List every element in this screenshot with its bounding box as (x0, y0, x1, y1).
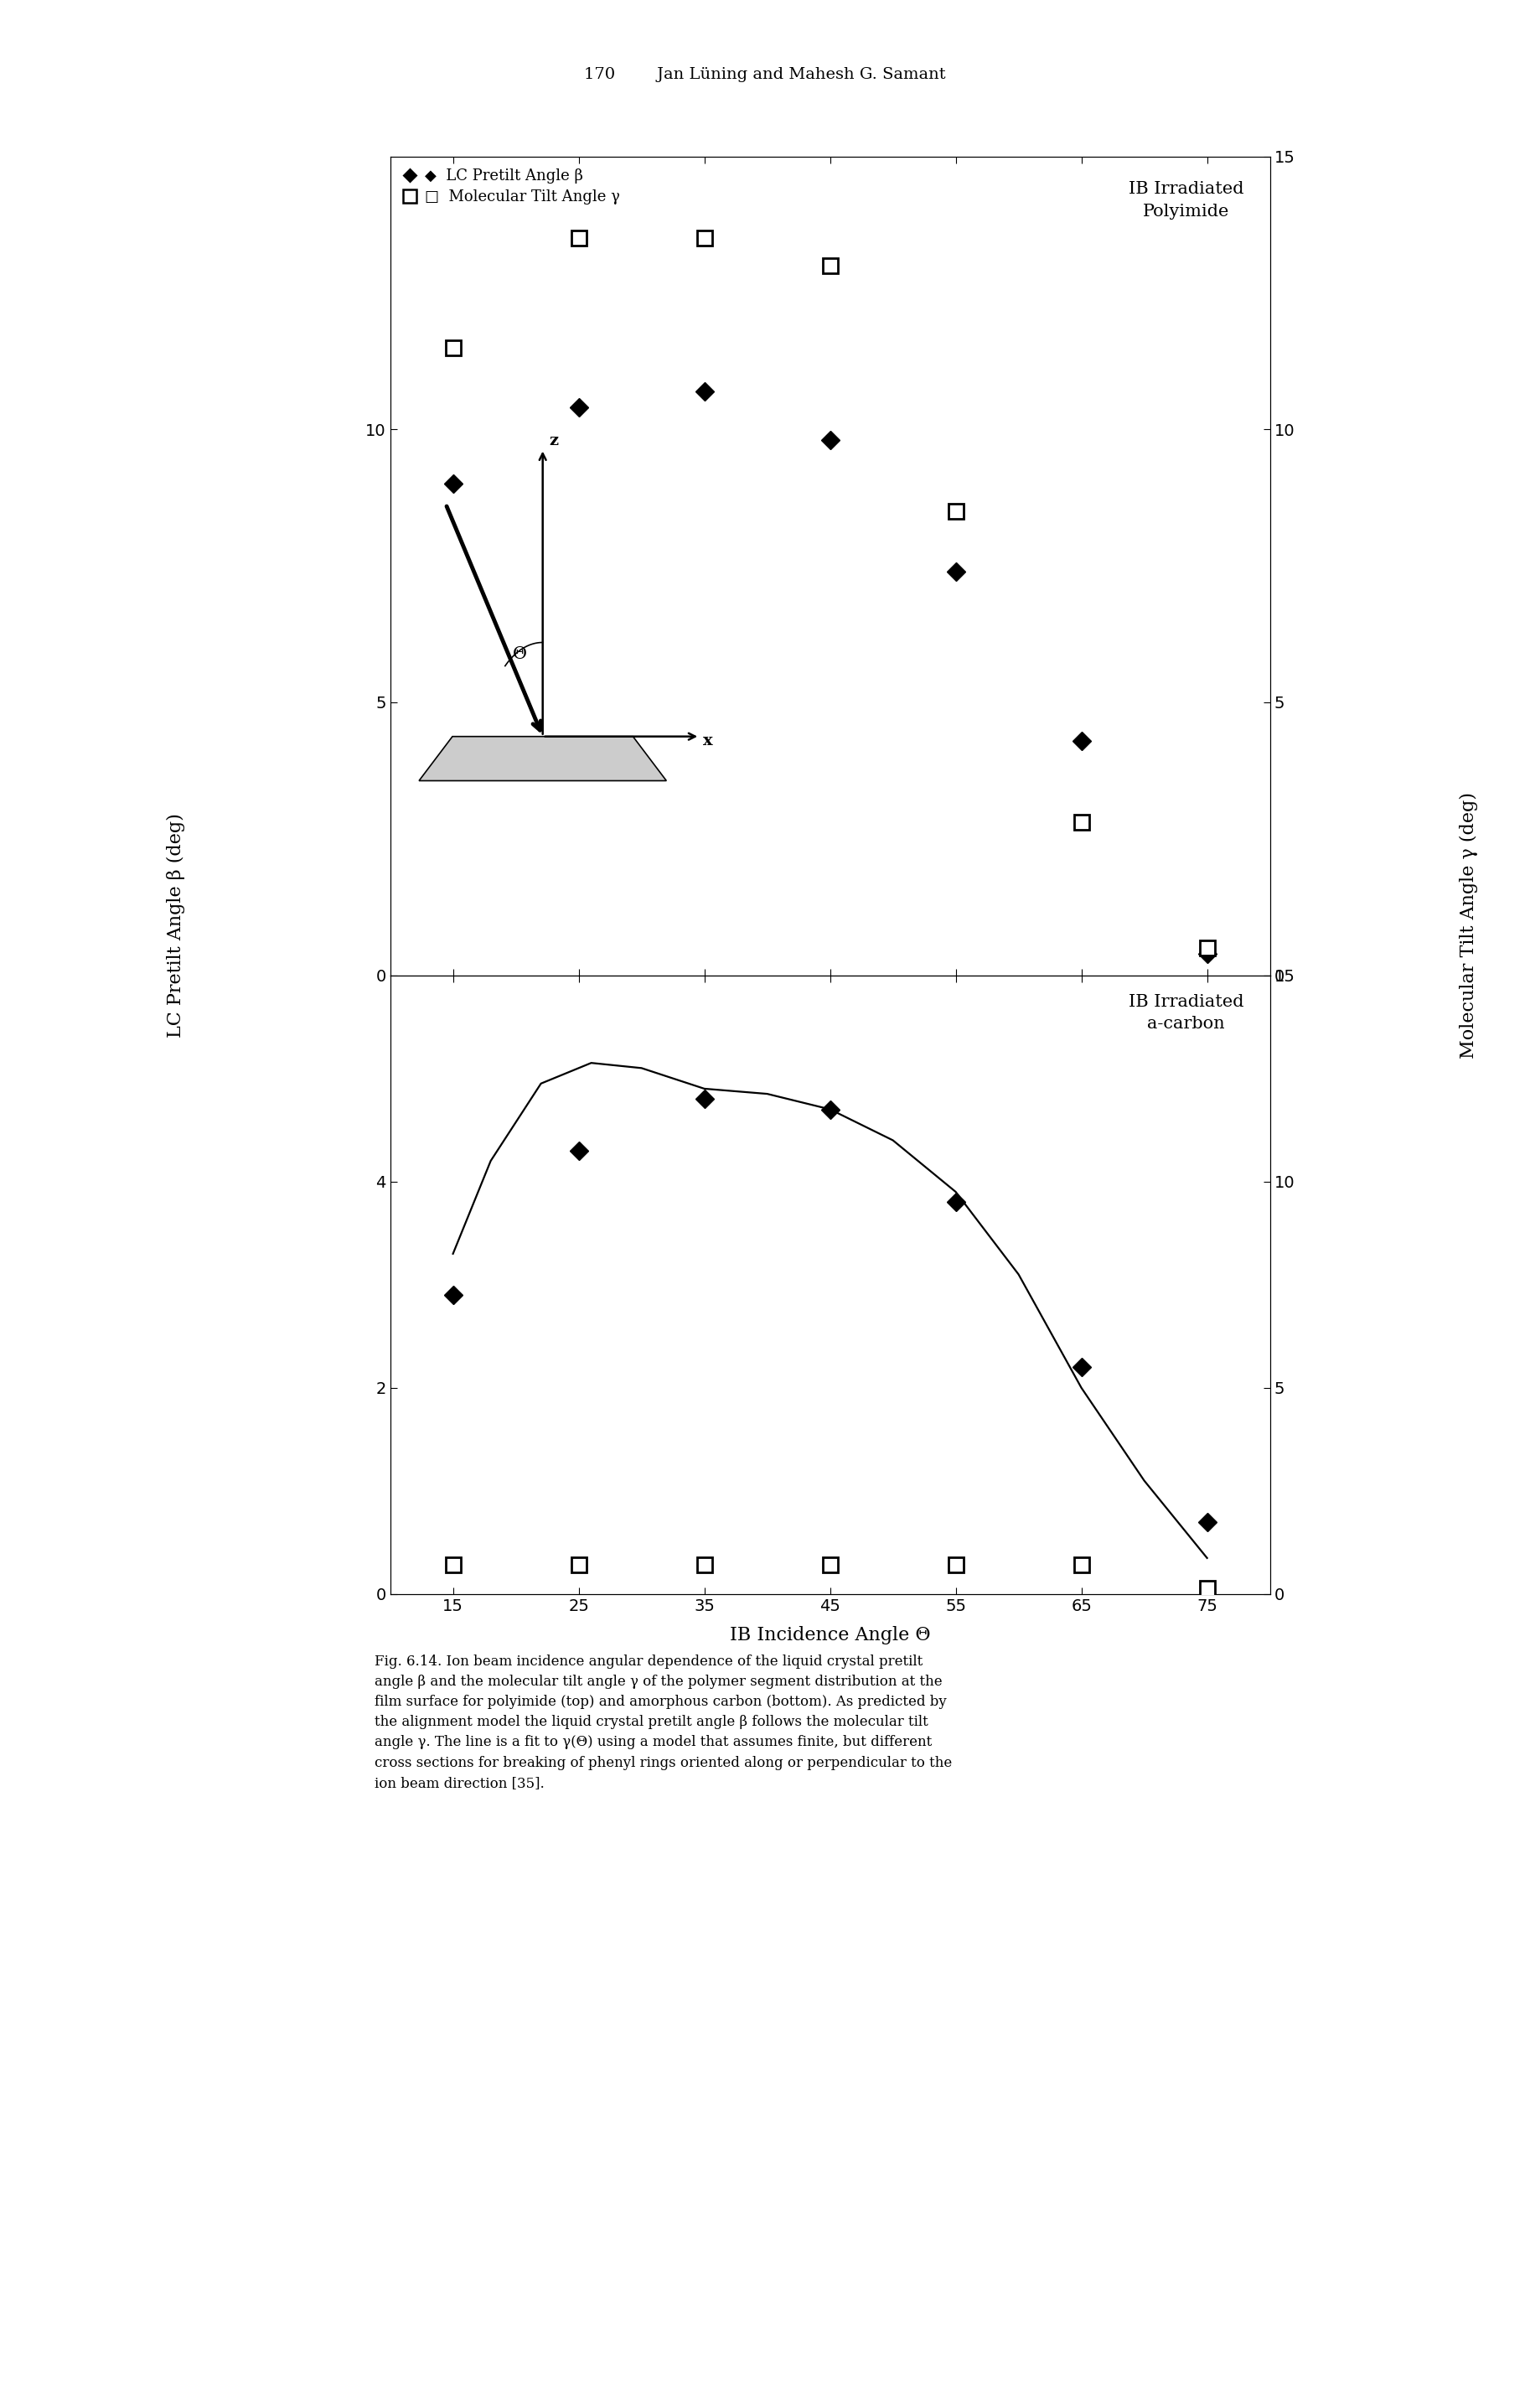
Text: IB Irradiated
a-carbon: IB Irradiated a-carbon (1128, 995, 1244, 1033)
Text: x: x (704, 734, 713, 749)
Text: IB Irradiated
Polyimide: IB Irradiated Polyimide (1128, 181, 1244, 219)
Legend: ◆  LC Pretilt Angle β, □  Molecular Tilt Angle γ: ◆ LC Pretilt Angle β, □ Molecular Tilt A… (398, 164, 624, 209)
Text: Molecular Tilt Angle γ (deg): Molecular Tilt Angle γ (deg) (1460, 792, 1478, 1060)
Text: Θ: Θ (513, 645, 526, 662)
Polygon shape (419, 737, 667, 780)
Text: Fig. 6.14. Ion beam incidence angular dependence of the liquid crystal pretilt
a: Fig. 6.14. Ion beam incidence angular de… (375, 1654, 952, 1789)
Text: LC Pretilt Angle β (deg): LC Pretilt Angle β (deg) (167, 814, 185, 1038)
Text: 170        Jan Lüning and Mahesh G. Samant: 170 Jan Lüning and Mahesh G. Samant (584, 67, 946, 82)
Text: z: z (549, 433, 558, 448)
X-axis label: IB Incidence Angle Θ: IB Incidence Angle Θ (730, 1625, 930, 1645)
